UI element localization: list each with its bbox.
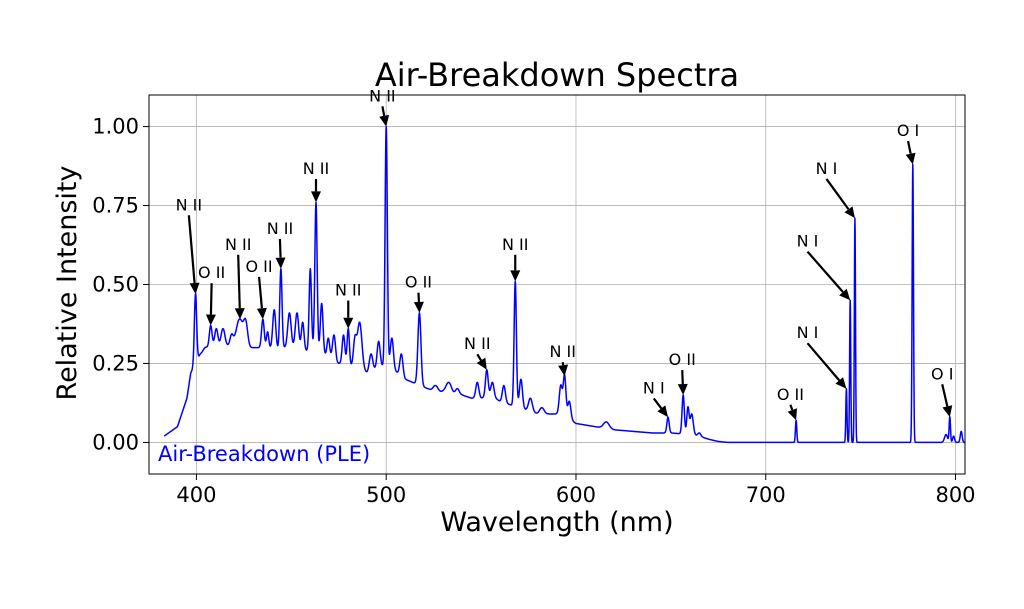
- annotation-arrow: [941, 384, 949, 407]
- annotation-label: O I: [931, 364, 953, 383]
- annotation-label: N II: [303, 159, 330, 178]
- annotation-arrow: [209, 283, 213, 315]
- annotation-label: N I: [797, 232, 819, 251]
- y-tick-label: 0.75: [92, 194, 139, 218]
- x-tick-label: 800: [935, 483, 975, 507]
- x-axis-title: Wavelength (nm): [440, 507, 673, 538]
- annotation-arrow: [806, 250, 844, 293]
- annotation-arrowhead: [839, 288, 851, 301]
- annotations: N IIO IIN IIO IIN IIN IIN IIN IIO IIN II…: [176, 86, 953, 421]
- annotation-arrowhead: [189, 282, 200, 294]
- annotation-arrow: [789, 404, 794, 411]
- annotation-arrowhead: [379, 114, 390, 127]
- annotation-arrowhead: [657, 405, 669, 418]
- annotation-arrow: [187, 215, 196, 284]
- annotation-arrowhead: [510, 270, 521, 282]
- annotation-label: N II: [176, 195, 203, 214]
- annotation-label: O I: [897, 121, 919, 140]
- annotation-arrowhead: [787, 408, 798, 421]
- annotation-arrowhead: [205, 314, 216, 326]
- y-tick-label: 0.25: [92, 351, 139, 375]
- grid: [149, 95, 965, 474]
- annotation-label: O II: [777, 385, 804, 404]
- plot-frame: [148, 94, 966, 475]
- x-tick-label: 600: [556, 483, 596, 507]
- annotation-arrow: [476, 353, 482, 361]
- annotation-arrowhead: [835, 377, 847, 389]
- annotation-label: N I: [797, 323, 819, 342]
- annotation-label: N II: [267, 219, 294, 238]
- annotation-label: O II: [198, 263, 225, 282]
- axes: 400 500 600 700 800 0.00 0.25 0.50 0.75 1.00: [92, 94, 976, 507]
- annotation-label: N I: [643, 378, 665, 397]
- annotation-arrowhead: [942, 405, 953, 418]
- annotation-label: N II: [369, 86, 396, 105]
- annotation-arrow: [237, 254, 241, 309]
- y-tick-label: 1.00: [92, 115, 139, 139]
- legend-label: Air-Breakdown (PLE): [158, 442, 370, 466]
- annotation-arrowhead: [413, 301, 424, 313]
- annotation-arrowhead: [275, 257, 286, 269]
- annotation-label: N I: [816, 159, 838, 178]
- annotation-arrow: [278, 238, 282, 258]
- annotation-arrowhead: [677, 383, 688, 396]
- y-axis-title: Relative Intensity: [52, 165, 83, 400]
- annotation-arrowhead: [310, 191, 321, 203]
- annotation-arrow: [806, 342, 841, 382]
- annotation-label: O II: [669, 350, 696, 369]
- chart-title: Air-Breakdown Spectra: [375, 56, 739, 94]
- annotation-label: O II: [405, 273, 432, 292]
- annotation-label: N II: [225, 235, 252, 254]
- annotation-arrowhead: [905, 152, 916, 165]
- annotation-arrowhead: [558, 364, 569, 377]
- annotation-arrowhead: [343, 317, 354, 329]
- annotation-arrow: [825, 178, 850, 210]
- annotation-arrow: [681, 369, 684, 385]
- annotation-label: O II: [246, 257, 273, 276]
- annotation-label: N II: [502, 235, 529, 254]
- annotation-arrow: [652, 397, 663, 410]
- annotation-label: N II: [549, 342, 576, 361]
- annotation-arrowhead: [256, 307, 267, 320]
- annotation-arrowhead: [476, 357, 487, 370]
- y-tick-label: 0.00: [92, 430, 139, 454]
- x-tick-label: 700: [746, 483, 786, 507]
- annotation-arrow: [257, 276, 263, 309]
- annotation-arrowhead: [844, 206, 855, 219]
- x-tick-label: 400: [176, 483, 216, 507]
- x-tick-label: 500: [366, 483, 406, 507]
- annotation-arrowhead: [234, 308, 245, 320]
- annotation-label: N II: [335, 281, 362, 300]
- annotation-arrow: [381, 106, 386, 116]
- y-tick-label: 0.50: [92, 273, 139, 297]
- annotation-arrow: [906, 140, 912, 154]
- annotation-label: N II: [464, 334, 491, 353]
